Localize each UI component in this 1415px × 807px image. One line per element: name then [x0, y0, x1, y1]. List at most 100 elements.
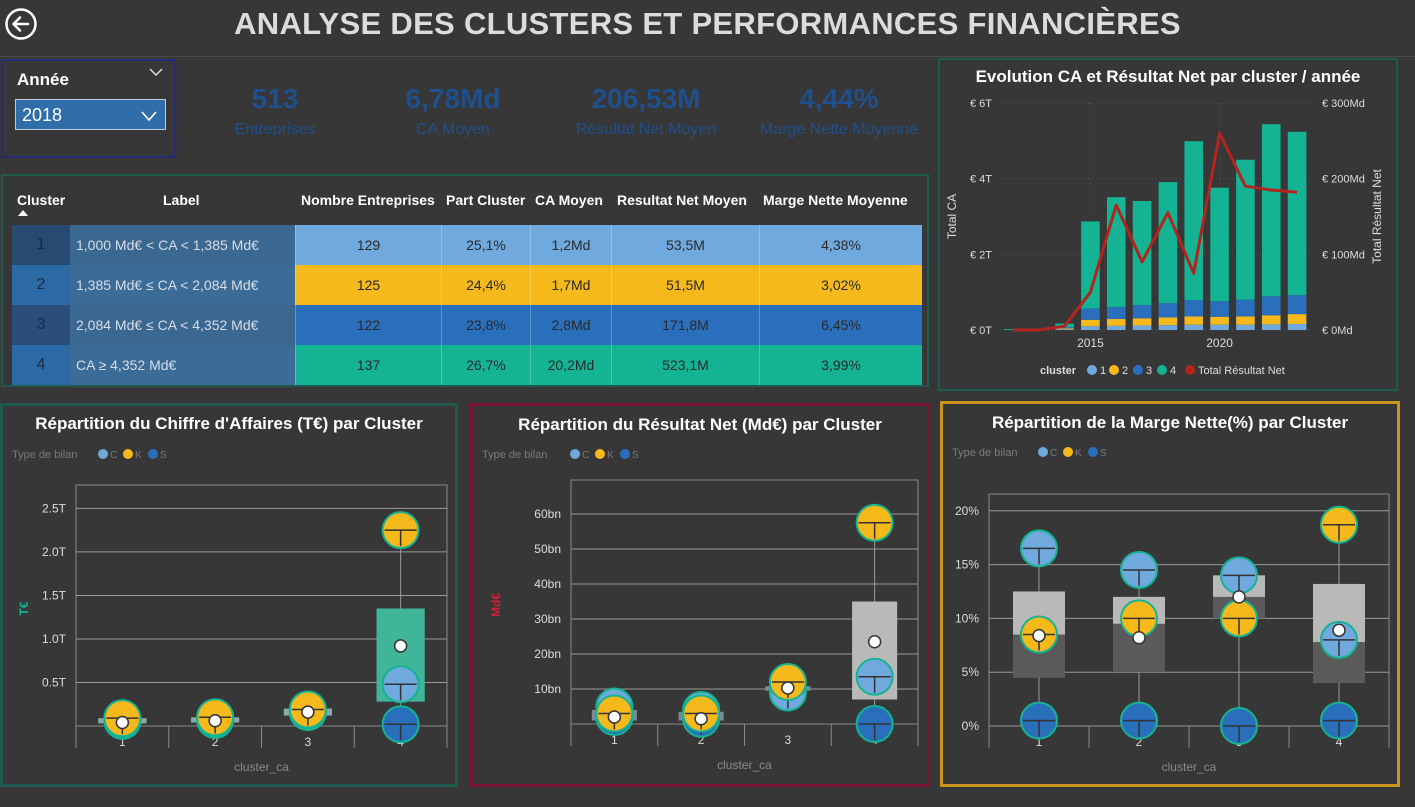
- bar-cluster-2: [1081, 319, 1100, 327]
- mean-marker: [781, 681, 795, 695]
- col-header-part[interactable]: Part Cluster: [446, 192, 526, 208]
- resultat-net-line: [1012, 131, 1298, 332]
- bar-cluster-4: [1287, 131, 1307, 296]
- bar-cluster-4: [1081, 221, 1100, 309]
- y-axis-title: Total CA: [945, 194, 959, 239]
- x-tick-label: 3: [785, 733, 792, 747]
- kpi-label: Entreprises: [234, 121, 316, 138]
- table-row[interactable]: 4 CA ≥ 4,352 Md€ 137 26,7% 20,2Md 523,1M 3,99%: [12, 345, 922, 385]
- col-header-label[interactable]: Label: [163, 192, 200, 208]
- bar-cluster-3: [1106, 306, 1126, 320]
- col-header-rn[interactable]: Resultat Net Moyen: [617, 192, 747, 208]
- legend-label: 3: [1146, 365, 1152, 377]
- legend-title: Type de bilan: [12, 449, 77, 461]
- bar-cluster-2: [1106, 319, 1126, 326]
- slicer-label: Année: [17, 70, 69, 89]
- bar-cluster-1: [1261, 324, 1281, 330]
- y-tick-label: 1.5T: [42, 588, 67, 602]
- mean-marker: [694, 712, 708, 726]
- year-dropdown[interactable]: 2018: [15, 99, 166, 130]
- col-header-marge[interactable]: Marge Nette Moyenne: [763, 192, 908, 208]
- cell-part: 23,8%: [441, 305, 530, 345]
- legend-marker: [1157, 365, 1167, 375]
- kpi-value: 6,78Md: [405, 83, 501, 114]
- legend-marker: [1185, 365, 1195, 375]
- table-row[interactable]: 1 1,000 Md€ < CA < 1,385 Md€ 129 25,1% 1,2Md…: [12, 225, 922, 265]
- dropdown-caret-icon: [141, 111, 157, 122]
- bar-cluster-1: [1287, 323, 1307, 330]
- cell-nombre: 137: [295, 345, 441, 385]
- year-value: 2018: [22, 105, 63, 125]
- y-tick-label: 2.5T: [42, 501, 67, 515]
- ca-boxplot-panel: Répartition du Chiffre d'Affaires (T€) p…: [0, 403, 458, 787]
- evolution-chart-panel: Evolution CA et Résultat Net par cluster…: [938, 58, 1398, 391]
- legend-marker: [595, 449, 605, 459]
- legend-marker: [1109, 365, 1119, 375]
- mean-marker: [1332, 623, 1346, 637]
- bar-cluster-1: [1055, 329, 1074, 330]
- y-tick-label: 5%: [962, 665, 980, 679]
- cell-part: 24,4%: [441, 265, 530, 305]
- bar-cluster-1: [1184, 324, 1204, 330]
- x-axis-title: cluster_ca: [1162, 760, 1217, 774]
- y-tick-label: € 6T: [970, 98, 992, 110]
- legend-label: 1: [1100, 365, 1106, 377]
- y-tick-label: 0%: [962, 719, 980, 733]
- bar-cluster-1: [1210, 324, 1229, 330]
- y-tick-label: € 2T: [970, 249, 992, 261]
- y-tick-label: 50bn: [534, 542, 561, 556]
- evolution-chart: € 0T € 2T € 4T € 6T € 0Md € 100Md € 200Md € 300…: [945, 98, 1384, 377]
- sort-ascending-icon[interactable]: [18, 210, 28, 216]
- legend-marker: [148, 449, 158, 459]
- bar-cluster-2: [1210, 316, 1229, 325]
- table-row[interactable]: 3 2,084 Md€ ≤ CA < 4,352 Md€ 122 23,8% 2,8Md…: [12, 305, 922, 345]
- y-tick-label: 10bn: [534, 682, 561, 696]
- legend-label: S: [632, 450, 639, 461]
- mean-marker: [115, 715, 130, 730]
- col-header-nombre[interactable]: Nombre Entreprises: [301, 192, 435, 208]
- y2-tick-label: € 200Md: [1322, 174, 1365, 186]
- bar-cluster-4: [1210, 187, 1229, 302]
- cell-label: 2,084 Md€ ≤ CA < 4,352 Md€: [70, 305, 295, 345]
- table-row[interactable]: 2 1,385 Md€ ≤ CA < 2,084 Md€ 125 24,4% 1,7Md…: [12, 265, 922, 305]
- legend-marker: [98, 449, 108, 459]
- bar-cluster-4: [1106, 197, 1126, 307]
- bar-cluster-3: [1158, 303, 1178, 318]
- cell-nombre: 122: [295, 305, 441, 345]
- col-header-ca[interactable]: CA Moyen: [535, 192, 603, 208]
- cell-part: 25,1%: [441, 225, 530, 265]
- y2-tick-label: € 100Md: [1322, 249, 1365, 261]
- cell-rn: 171,8M: [611, 305, 759, 345]
- y-tick-label: € 4T: [970, 174, 992, 186]
- bar-cluster-1: [1081, 326, 1100, 330]
- legend-marker: [1063, 447, 1073, 457]
- bar-cluster-3: [1210, 301, 1229, 317]
- legend-label: K: [607, 450, 614, 461]
- bar-cluster-3: [1261, 296, 1281, 316]
- cell-nombre: 129: [295, 225, 441, 265]
- bar-cluster-4: [1261, 124, 1281, 297]
- bar-cluster-2: [1236, 316, 1255, 325]
- bar-cluster-1: [1132, 325, 1152, 330]
- chart-title: Evolution CA et Résultat Net par cluster…: [975, 67, 1361, 86]
- y-tick-label: 15%: [955, 558, 979, 572]
- legend-label: 2: [1122, 365, 1128, 377]
- bar-cluster-4: [1158, 182, 1178, 304]
- kpi-value: 206,53M: [591, 83, 701, 114]
- bar-cluster-3: [1132, 305, 1152, 319]
- bar-cluster-1: [1106, 325, 1126, 330]
- y-tick-label: 10%: [955, 611, 979, 625]
- cell-nombre: 125: [295, 265, 441, 305]
- legend-label: Total Résultat Net: [1198, 365, 1285, 377]
- mean-marker: [208, 714, 222, 728]
- chart-title: Répartition de la Marge Nette(%) par Clu…: [991, 413, 1349, 432]
- legend-title: Type de bilan: [952, 447, 1017, 459]
- kpi-value: 513: [251, 83, 299, 114]
- col-header-cluster[interactable]: Cluster: [17, 192, 66, 208]
- bar-cluster-1: [1158, 325, 1178, 330]
- bar-cluster-3: [1236, 299, 1255, 317]
- cell-ca: 1,2Md: [530, 225, 611, 265]
- chevron-down-icon[interactable]: [149, 67, 163, 77]
- back-arrow-icon[interactable]: [4, 7, 38, 41]
- legend-marker: [1088, 447, 1098, 457]
